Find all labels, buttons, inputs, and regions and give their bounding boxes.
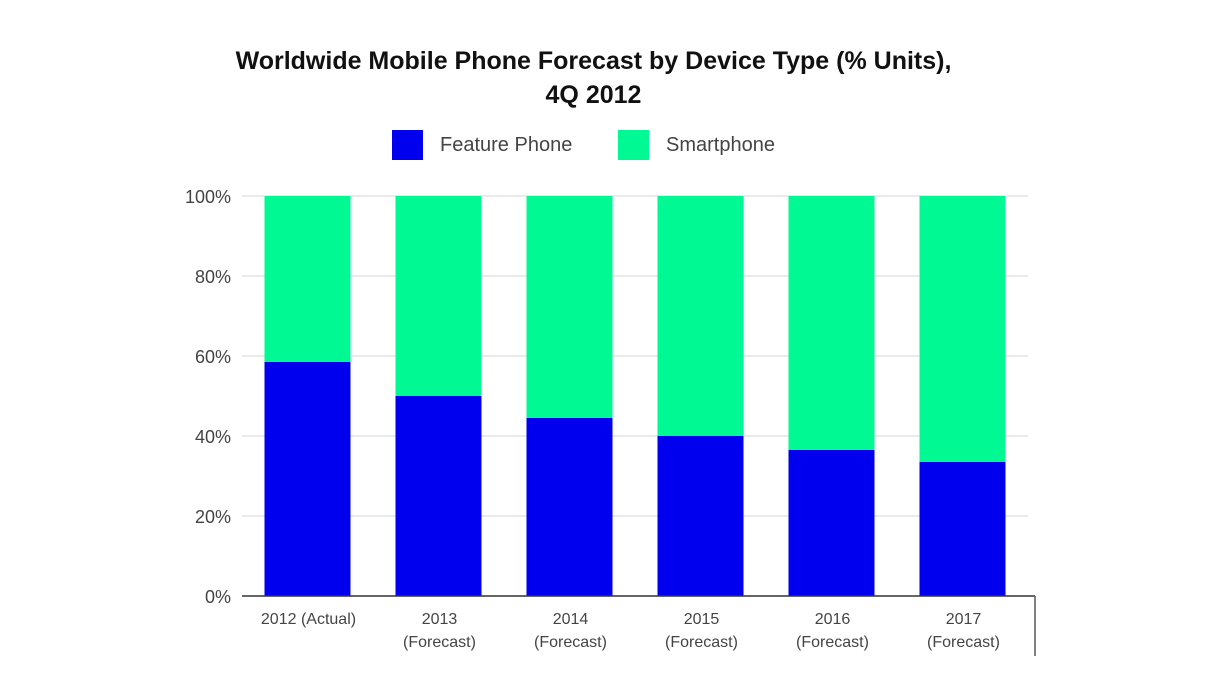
chart-title: Worldwide Mobile Phone Forecast by Devic… [0,44,1187,112]
y-tick-label: 40% [195,427,231,447]
bar-smartphone [788,196,875,450]
y-tick-labels: 0% 20% 40% 60% 80% 100% [185,187,231,607]
legend-swatch-smartphone [618,130,649,160]
chart-title-line-1: Worldwide Mobile Phone Forecast by Devic… [235,47,952,75]
y-tick-label: 60% [195,347,231,367]
bar-feature-phone [657,436,744,596]
x-tick-label: 2014 (Forecast) [534,611,607,651]
legend-item-smartphone: Smartphone [618,128,775,162]
bar-feature-phone [788,450,875,596]
x-tick-label: 2012 (Actual) [261,611,356,628]
bar-smartphone [264,196,351,362]
bar-smartphone [395,196,482,396]
bar-feature-phone [395,396,482,596]
gridlines [242,195,1028,597]
bar-smartphone [919,196,1006,462]
y-tick-label: 100% [185,187,231,207]
legend-item-feature-phone: Feature Phone [392,128,572,162]
x-tick-label: 2013 (Forecast) [403,611,476,651]
bar-smartphone [657,196,744,436]
x-tick-label: 2015 (Forecast) [665,611,738,651]
chart-legend: Feature Phone Smartphone [0,128,1227,162]
chart-title-line-2: 4Q 2012 [545,81,642,109]
bar-smartphone [526,196,613,418]
x-tick-labels: 2012 (Actual) 2013 (Forecast) 2014 (Forecast… [261,611,1000,651]
bar-feature-phone [526,418,613,596]
bar-feature-phone [264,362,351,596]
y-tick-label: 0% [205,587,231,607]
y-tick-label: 80% [195,267,231,287]
bar-feature-phone [919,462,1006,596]
legend-swatch-feature-phone [392,130,423,160]
bars [264,196,1006,596]
axes [242,595,1036,656]
legend-label-smartphone: Smartphone [666,133,775,156]
legend-label-feature-phone: Feature Phone [440,133,573,156]
x-tick-label: 2016 (Forecast) [796,611,869,651]
y-tick-label: 20% [195,507,231,527]
x-tick-label: 2017 (Forecast) [927,611,1000,651]
